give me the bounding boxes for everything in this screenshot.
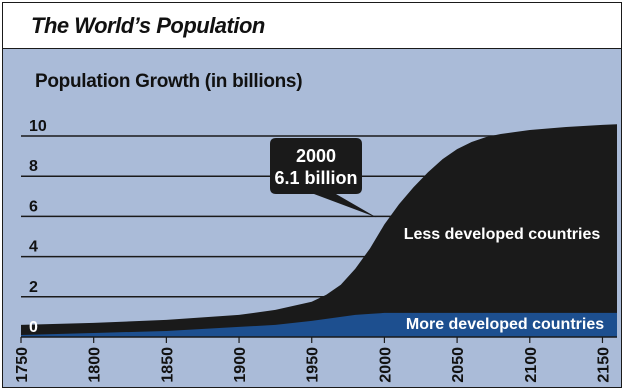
series-label-more-developed: More developed countries: [406, 316, 604, 333]
y-tick-label: 4: [29, 239, 38, 256]
y-tick-label: 8: [29, 158, 38, 175]
x-tick-label: 1800: [87, 347, 104, 383]
y-tick-label: 6: [29, 198, 38, 215]
y-tick-label: 0: [29, 319, 38, 336]
x-tick-label: 1900: [232, 347, 249, 383]
chart-plot: 0 2 4 6 8 10 1750 1800 1850 1900 1950 2000 2050 2100 2…: [3, 3, 621, 387]
x-tick-label: 2100: [523, 347, 540, 383]
y-tick-label: 10: [29, 118, 47, 135]
x-tick-label: 2150: [595, 347, 612, 383]
y-tick-label: 2: [29, 279, 38, 296]
chart-figure: The World’s Population Population Growth…: [2, 2, 622, 388]
x-tick-label: 2000: [377, 347, 394, 383]
series-label-less-developed: Less developed countries: [404, 226, 601, 243]
annotation-value: 6.1 billion: [274, 168, 357, 188]
x-tick-label: 2050: [450, 347, 467, 383]
x-tick-label: 1950: [305, 347, 322, 383]
x-tick-label: 1750: [14, 347, 31, 383]
annotation-year: 2000: [296, 146, 336, 166]
x-tick-label: 1850: [159, 347, 176, 383]
